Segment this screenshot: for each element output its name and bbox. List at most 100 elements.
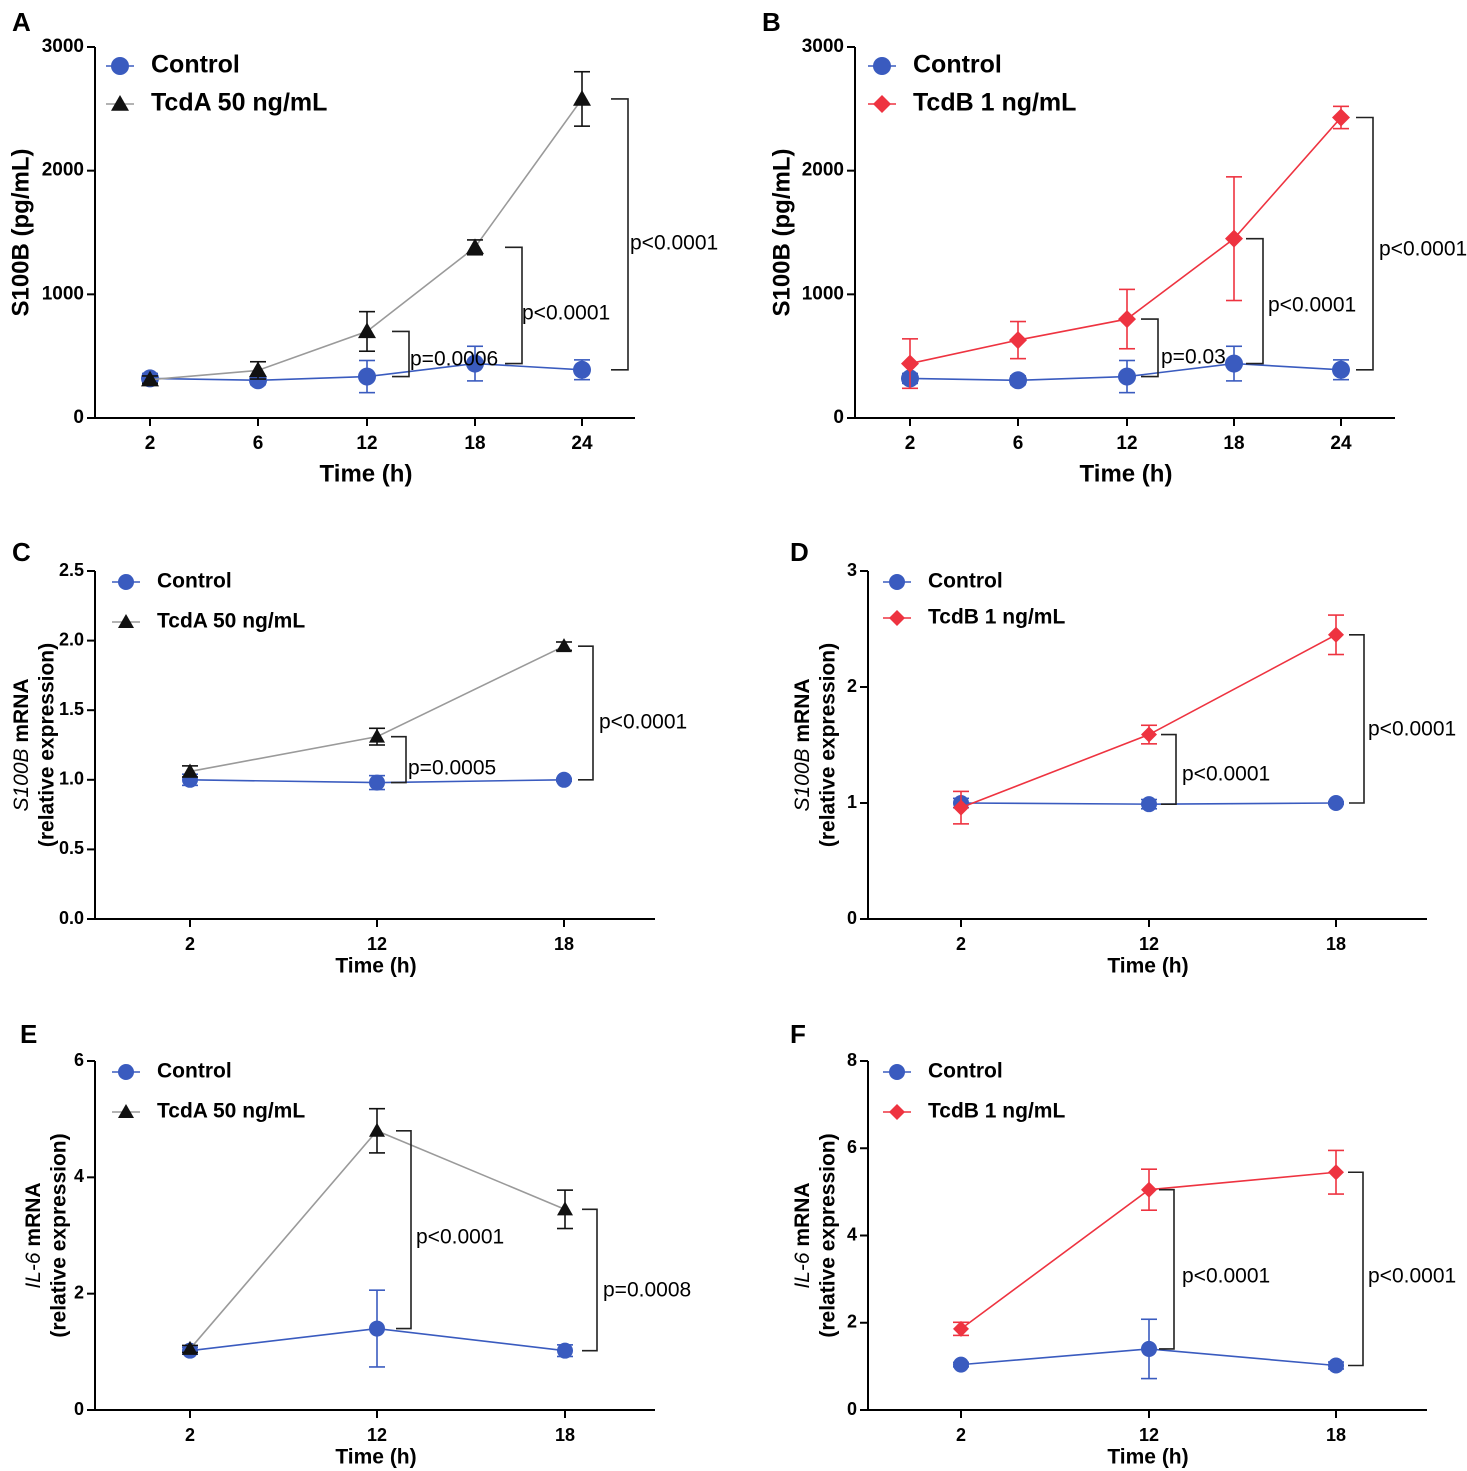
panel-letter: C — [12, 537, 31, 567]
x-tick-label: 18 — [1326, 934, 1346, 954]
y-tick-label: 1000 — [42, 283, 84, 304]
data-point-circle — [557, 1342, 573, 1359]
data-point-diamond — [953, 1320, 969, 1337]
panel-letter: B — [762, 7, 781, 37]
data-point-circle — [556, 771, 572, 788]
y-axis-title-gene: IL-6 — [22, 1247, 45, 1289]
data-point-triangle — [466, 238, 484, 255]
series-control — [953, 1318, 1344, 1380]
y-tick-label: 0 — [73, 407, 84, 428]
y-axis-title: IL-6 mRNA — [22, 1182, 45, 1288]
data-point-circle — [1225, 354, 1243, 373]
x-tick-label: 18 — [1326, 1425, 1346, 1445]
y-tick-label: 0 — [847, 1399, 857, 1419]
p-value-label: p=0.0005 — [408, 757, 496, 780]
data-point-circle — [358, 367, 376, 386]
y-tick-label: 2000 — [802, 160, 844, 181]
series-control — [182, 771, 572, 791]
legend-label: TcdB 1 ng/mL — [928, 606, 1065, 629]
p-value-label: p<0.0001 — [1368, 718, 1456, 741]
significance-bracket — [1356, 116, 1374, 371]
significance-bracket — [611, 98, 629, 371]
p-value-label: p<0.0001 — [1182, 763, 1270, 786]
series-tcdb-1-ng-ml — [953, 1149, 1344, 1337]
p-value-label: p=0.0006 — [410, 348, 498, 371]
data-point-triangle — [556, 638, 572, 653]
series-control — [901, 345, 1350, 394]
series-control — [141, 345, 591, 394]
significance-bracket — [582, 1208, 598, 1352]
y-tick-label: 2.5 — [59, 560, 84, 580]
data-point-circle — [1328, 795, 1344, 811]
y-tick-label: 3 — [847, 560, 857, 580]
x-tick-label: 18 — [464, 433, 485, 454]
y-axis-title-gene: S100B — [10, 743, 33, 812]
data-point-diamond — [901, 354, 919, 373]
x-tick-label: 2 — [905, 433, 916, 454]
data-point-circle — [1141, 1340, 1157, 1357]
x-tick-label: 24 — [1330, 433, 1352, 454]
y-axis-title: S100B mRNA — [10, 678, 33, 811]
data-point-diamond — [1225, 229, 1243, 248]
legend-marker-circle — [118, 1064, 134, 1080]
y-tick-label: 2.0 — [59, 629, 84, 649]
legend-marker-triangle — [118, 1104, 134, 1118]
y-tick-label: 6 — [847, 1137, 857, 1157]
x-axis-title: Time (h) — [1107, 955, 1188, 978]
data-point-triangle — [182, 763, 198, 778]
legend-label: Control — [928, 570, 1003, 593]
y-tick-label: 0.5 — [59, 838, 84, 858]
data-point-diamond — [1328, 1164, 1344, 1181]
x-tick-label: 6 — [253, 433, 264, 454]
y-tick-label: 2 — [847, 676, 857, 696]
legend-label: Control — [913, 51, 1002, 79]
series-control — [182, 1289, 573, 1368]
legend-label: Control — [157, 1060, 232, 1083]
data-point-circle — [573, 360, 591, 379]
legend-label: TcdA 50 ng/mL — [157, 1100, 305, 1123]
p-value-label: p<0.0001 — [630, 232, 718, 255]
data-point-diamond — [1328, 626, 1344, 643]
y-axis-title: IL-6 mRNA — [791, 1182, 814, 1288]
data-point-diamond — [1141, 726, 1157, 743]
significance-bracket — [396, 1130, 412, 1330]
y-tick-label: 6 — [74, 1050, 84, 1070]
data-point-diamond — [1141, 1181, 1157, 1198]
y-axis-title: S100B (pg/mL) — [7, 148, 34, 316]
chart-panel-a: A 0 1000 2000 3000 2 6 12 18 24 Time (h) S100B (pg/… — [7, 7, 718, 487]
y-tick-label: 1.0 — [59, 769, 84, 789]
y-tick-label: 1.5 — [59, 699, 84, 719]
data-point-circle — [1118, 367, 1136, 386]
chart-panel-b: B 0 1000 2000 3000 2 6 12 18 24 Time (h) S100B (pg/… — [762, 7, 1467, 487]
data-point-circle — [466, 354, 484, 373]
panel-letter: D — [790, 537, 809, 567]
y-axis-title-gene: S100B — [791, 743, 814, 812]
significance-bracket — [1161, 733, 1177, 805]
x-axis-title: Time (h) — [320, 460, 413, 487]
y-tick-label: 3000 — [802, 36, 844, 57]
x-tick-label: 2 — [185, 934, 195, 954]
series-tcda-50-ng-ml — [141, 70, 591, 387]
series-tcda-50-ng-ml — [182, 1107, 573, 1355]
y-tick-label: 0 — [74, 1399, 84, 1419]
y-tick-label: 8 — [847, 1050, 857, 1070]
significance-bracket — [505, 246, 523, 365]
p-value-label: p=0.03 — [1161, 346, 1226, 369]
data-point-circle — [369, 774, 385, 791]
data-point-triangle — [557, 1201, 573, 1216]
legend-label: Control — [157, 570, 232, 593]
data-point-triangle — [358, 322, 376, 339]
data-point-triangle — [369, 1122, 385, 1137]
x-axis-title: Time (h) — [1107, 1446, 1188, 1469]
y-axis-title-unit: mRNA — [791, 678, 814, 742]
x-tick-label: 12 — [1139, 934, 1159, 954]
x-tick-label: 2 — [956, 1425, 966, 1445]
legend-marker-circle — [889, 574, 905, 590]
p-value-label: p<0.0001 — [416, 1226, 504, 1249]
legend-marker-triangle — [118, 614, 134, 628]
y-axis-title-unit: mRNA — [791, 1182, 814, 1246]
x-tick-label: 18 — [1223, 433, 1244, 454]
x-tick-label: 2 — [145, 433, 156, 454]
